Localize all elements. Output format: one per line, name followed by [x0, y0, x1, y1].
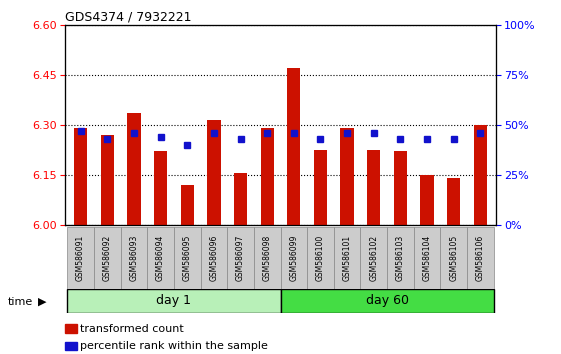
Text: day 60: day 60 — [366, 295, 408, 307]
Text: GSM586091: GSM586091 — [76, 234, 85, 281]
Bar — [314, 150, 327, 225]
Text: GSM586103: GSM586103 — [396, 234, 405, 281]
Bar — [260, 128, 274, 225]
Bar — [440, 227, 467, 289]
Bar — [361, 227, 387, 289]
Bar — [147, 227, 174, 289]
Text: GSM586098: GSM586098 — [263, 234, 272, 281]
Bar — [447, 178, 461, 225]
Bar — [234, 173, 247, 225]
Bar — [287, 68, 301, 225]
Bar — [421, 175, 434, 225]
Bar — [67, 289, 280, 313]
Bar — [394, 152, 407, 225]
Bar — [474, 125, 487, 225]
Text: day 1: day 1 — [157, 295, 191, 307]
Text: GSM586099: GSM586099 — [289, 234, 298, 281]
Text: GSM586106: GSM586106 — [476, 234, 485, 281]
Bar — [154, 152, 167, 225]
Bar — [174, 227, 200, 289]
Bar — [254, 227, 280, 289]
Bar — [121, 227, 147, 289]
Text: GSM586101: GSM586101 — [343, 234, 352, 281]
Text: ▶: ▶ — [38, 297, 46, 307]
Bar — [467, 227, 494, 289]
Bar — [334, 227, 361, 289]
Bar — [67, 227, 94, 289]
Bar — [207, 120, 220, 225]
Bar — [74, 128, 87, 225]
Text: GSM586093: GSM586093 — [130, 234, 139, 281]
Text: GDS4374 / 7932221: GDS4374 / 7932221 — [65, 10, 191, 23]
Text: GSM586092: GSM586092 — [103, 234, 112, 281]
Bar — [367, 150, 380, 225]
Bar — [127, 113, 140, 225]
Bar — [307, 227, 334, 289]
Text: GSM586100: GSM586100 — [316, 234, 325, 281]
Text: percentile rank within the sample: percentile rank within the sample — [80, 341, 268, 351]
Bar — [280, 227, 307, 289]
Bar — [94, 227, 121, 289]
Bar — [387, 227, 414, 289]
Text: time: time — [7, 297, 33, 307]
Text: GSM586095: GSM586095 — [183, 234, 192, 281]
Bar — [341, 128, 354, 225]
Bar — [227, 227, 254, 289]
Text: GSM586104: GSM586104 — [422, 234, 431, 281]
Bar — [414, 227, 440, 289]
Text: GSM586094: GSM586094 — [156, 234, 165, 281]
Bar — [181, 185, 194, 225]
Bar — [280, 289, 494, 313]
Text: GSM586097: GSM586097 — [236, 234, 245, 281]
Text: transformed count: transformed count — [80, 324, 184, 333]
Text: GSM586096: GSM586096 — [209, 234, 218, 281]
Text: GSM586102: GSM586102 — [369, 234, 378, 281]
Bar — [200, 227, 227, 289]
Text: GSM586105: GSM586105 — [449, 234, 458, 281]
Bar — [100, 135, 114, 225]
